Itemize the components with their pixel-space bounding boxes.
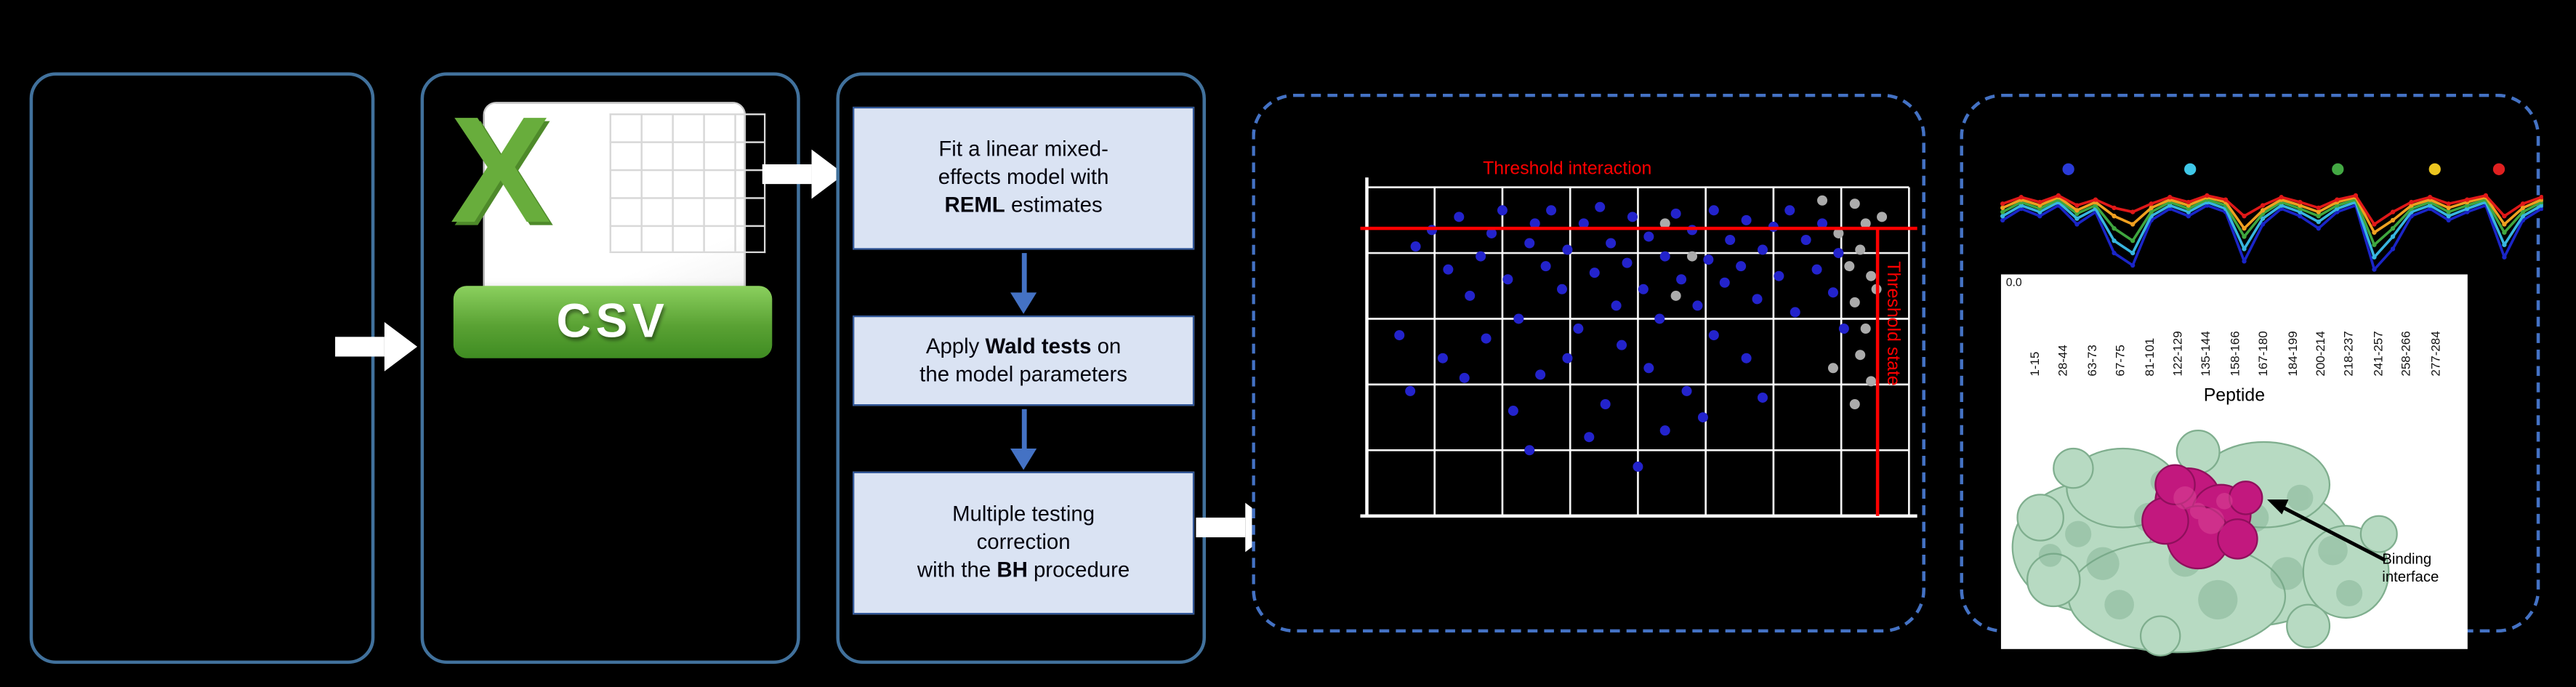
csv-file-icon: X CSV (450, 87, 773, 385)
input-data-panel (29, 72, 375, 664)
pipeline-step-text: Fit a linear mixed- effects model with R… (938, 136, 1109, 217)
peptide-axis-title: Peptide (2203, 386, 2266, 406)
peptide-tick-label: 135-144 (2199, 331, 2214, 377)
y-axis-tick-label: 0.0 (2005, 277, 2022, 289)
peptide-tick-label: 258-266 (2399, 331, 2414, 377)
peptide-tick-label: 200-214 (2313, 331, 2328, 377)
down-arrow-icon (1010, 409, 1038, 472)
peptide-tick-label: 63-73 (2084, 345, 2100, 377)
csv-file-panel: X CSV (420, 72, 800, 664)
peptide-tick-label: 241-257 (2370, 331, 2386, 377)
peptide-tick-label: 277-284 (2427, 331, 2443, 377)
csv-banner-label: CSV (556, 294, 669, 348)
peptide-tick-label: 122-129 (2170, 331, 2186, 377)
threshold-interaction-label: Threshold interaction (1483, 159, 1652, 180)
excel-x-logo-icon: X (450, 87, 552, 255)
peptide-tick-label: 158-166 (2227, 331, 2242, 377)
flow-arrow-tail (762, 164, 812, 185)
global-visualization-panel: Threshold interaction Threshold state (1252, 93, 1925, 633)
pipeline-step-wald-tests: Apply Wald tests on the model parameters (853, 315, 1195, 406)
flow-arrow-tail (335, 337, 385, 357)
flow-arrow-1 (335, 322, 418, 371)
binding-interface-region (2141, 464, 2263, 570)
down-arrow-icon (1010, 253, 1038, 316)
binding-interface-highlight (2173, 486, 2233, 534)
peptide-axis-panel: 0.0 1-15 28-44 63-73 67-75 81-101 122-129 135-… (2000, 274, 2468, 656)
peptide-tick-label: 28-44 (2056, 345, 2071, 377)
peptide-tick-label: 167-180 (2255, 331, 2271, 377)
pipeline-step-text: Multiple testing correction with the BH … (917, 501, 1130, 582)
threshold-state-label: Threshold state (1883, 261, 1903, 386)
pipeline-step-text: Apply Wald tests on the model parameters (919, 332, 1127, 386)
peptide-tick-label: 1-15 (2027, 351, 2042, 377)
peptide-tick-label: 184-199 (2285, 331, 2300, 377)
peptide-tick-label: 67-75 (2113, 345, 2128, 377)
pipeline-step-fit-model: Fit a linear mixed- effects model with R… (853, 106, 1195, 250)
protein-surface-shading (2038, 470, 2363, 620)
binding-interface-label: Binding interface (2382, 550, 2439, 585)
local-visualization-panel: 0.0 1-15 28-44 63-73 67-75 81-101 122-129 135-… (1960, 93, 2543, 656)
protein-structure (2011, 430, 2398, 656)
flow-arrow-2 (762, 149, 845, 199)
peptide-tick-label: 218-237 (2341, 331, 2357, 377)
statistics-pipeline-panel: Fit a linear mixed- effects model with R… (836, 72, 1206, 664)
spreadsheet-grid-icon (609, 113, 766, 254)
protein-surface (2011, 430, 2398, 656)
csv-banner: CSV (453, 286, 773, 358)
flow-arrow-head (384, 322, 418, 371)
flow-arrow-tail (1196, 517, 1246, 538)
peptide-tick-label: 81-101 (2141, 337, 2157, 377)
pipeline-step-bh-correction: Multiple testing correction with the BH … (853, 471, 1195, 615)
